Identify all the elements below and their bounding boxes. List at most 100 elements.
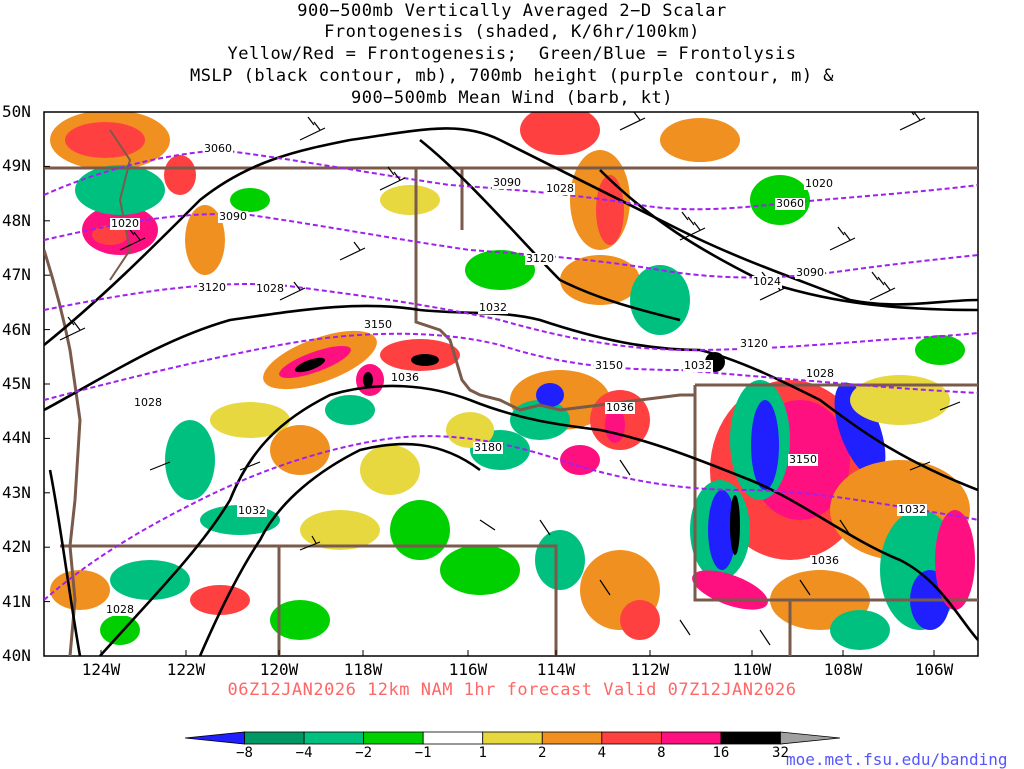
latitude-label: 50N xyxy=(2,102,31,121)
height-contour-label: 3150 xyxy=(363,318,393,331)
height-contour-label: 3120 xyxy=(739,337,769,350)
pressure-contour-label: 1028 xyxy=(133,396,163,409)
latitude-label: 49N xyxy=(2,156,31,176)
frontogenesis-area xyxy=(730,495,740,555)
height-contour-label: 3150 xyxy=(788,453,818,466)
colorbar-segment xyxy=(660,731,722,745)
frontolysis-area xyxy=(230,188,270,212)
frontogenesis-shading xyxy=(50,112,975,650)
frontogenesis-area xyxy=(164,155,196,195)
colorbar-segment xyxy=(303,731,365,745)
frontogenesis-area xyxy=(596,175,624,245)
valid-time-footer: 06Z12JAN2026 12km NAM 1hr forecast Valid… xyxy=(227,680,797,700)
mslp-contours xyxy=(44,127,978,656)
colorbar-tick-label: 2 xyxy=(538,745,547,761)
pressure-contour-label: 1032 xyxy=(683,359,713,372)
state-borders xyxy=(44,129,978,656)
colorbar-tick-label: 32 xyxy=(772,745,789,761)
frontogenesis-area xyxy=(620,600,660,640)
longitude-label: 120W xyxy=(259,660,299,679)
frontolysis-area xyxy=(440,545,520,595)
frontolysis-area xyxy=(830,610,890,650)
title-line-1: 900−500mb Vertically Averaged 2−D Scalar xyxy=(297,1,727,21)
frontolysis-area xyxy=(465,250,535,290)
height-contour-label: 3060 xyxy=(775,197,805,210)
latitude-label: 47N xyxy=(2,265,31,285)
credit-link[interactable]: moe.met.fsu.edu/banding xyxy=(786,750,1008,769)
colorbar-tick-label: −1 xyxy=(414,745,432,761)
latitude-label: 43N xyxy=(2,482,31,502)
frontogenesis-area xyxy=(411,354,439,366)
frontogenesis-area xyxy=(850,375,950,425)
pressure-contour-label: 1028 xyxy=(545,182,575,195)
colorbar-segment xyxy=(184,731,245,745)
frontolysis-area xyxy=(751,400,779,490)
axis-ticks xyxy=(44,111,935,657)
frontolysis-area xyxy=(708,490,736,570)
frontogenesis-area xyxy=(185,205,225,275)
frontogenesis-area xyxy=(300,510,380,550)
colorbar-segment xyxy=(363,731,424,745)
frontolysis-area xyxy=(915,335,965,365)
frontogenesis-area xyxy=(210,402,290,438)
latitude-label: 46N xyxy=(2,319,31,339)
longitude-label: 110W xyxy=(732,660,772,679)
height-contour-label: 3090 xyxy=(492,176,522,189)
colorbar-tick-label: 4 xyxy=(597,745,607,761)
frontogenesis-area xyxy=(65,122,145,158)
frontogenesis-area xyxy=(92,225,128,245)
latitude-label: 40N xyxy=(2,646,31,665)
frontogenesis-area xyxy=(935,510,975,610)
longitude-label: 118W xyxy=(343,660,383,679)
pressure-contour-label: 1028 xyxy=(105,603,135,616)
longitude-label: 112W xyxy=(630,660,670,679)
title-line-4: MSLP (black contour, mb), 700mb height (… xyxy=(189,66,835,86)
frontolysis-area xyxy=(325,395,375,425)
colorbar xyxy=(184,731,841,745)
latitude-label: 44N xyxy=(2,428,31,448)
colorbar-segment xyxy=(780,731,841,745)
height-contour-label: 3060 xyxy=(203,142,233,155)
frontolysis-area xyxy=(535,530,585,590)
height-contour-label: 3120 xyxy=(197,281,227,294)
height-contour-label: 3180 xyxy=(473,441,503,454)
frontogenesis-area xyxy=(190,585,250,615)
colorbar-tick-label: −8 xyxy=(236,745,253,761)
title-line-3: Yellow/Red = Frontogenesis; Green/Blue =… xyxy=(227,44,797,64)
frontogenesis-area xyxy=(294,357,326,373)
latitude-label: 41N xyxy=(2,591,31,611)
pressure-contour-label: 1028 xyxy=(255,282,285,295)
frontogenesis-area xyxy=(360,445,420,495)
frontolysis-area xyxy=(75,165,165,215)
longitude-label: 116W xyxy=(448,660,488,679)
pressure-contour-label: 1032 xyxy=(478,301,508,314)
longitude-label: 108W xyxy=(823,660,863,679)
colorbar-segment xyxy=(601,731,662,745)
frontolysis-area xyxy=(165,420,215,500)
colorbar-tick-label: −4 xyxy=(295,745,313,761)
pressure-contour-label: 1036 xyxy=(605,401,635,414)
frontogenesis-area xyxy=(520,112,600,155)
latitude-label: 45N xyxy=(2,374,31,393)
frontogenesis-area xyxy=(446,412,494,448)
colorbar-segment xyxy=(541,731,603,745)
height-contour-label: 3090 xyxy=(218,210,248,223)
pressure-contour-label: 1032 xyxy=(237,504,267,517)
longitude-label: 122W xyxy=(166,660,206,679)
frontogenesis-area xyxy=(363,372,373,388)
pressure-contour-label: 1036 xyxy=(810,554,840,567)
pressure-contour-label: 1032 xyxy=(897,503,927,516)
height-contour-label: 3120 xyxy=(525,252,555,265)
pressure-contour-label: 1036 xyxy=(390,371,420,384)
frontolysis-area xyxy=(270,600,330,640)
colorbar-tick-label: 16 xyxy=(712,745,730,761)
title-line-2: Frontogenesis (shaded, K/6hr/100km) xyxy=(324,22,700,42)
frontogenesis-area xyxy=(660,118,740,162)
frontolysis-area xyxy=(536,383,564,407)
colorbar-segment xyxy=(422,731,484,745)
frontogenesis-area xyxy=(560,445,600,475)
frontolysis-area xyxy=(630,265,690,335)
longitude-label: 124W xyxy=(81,660,121,679)
frontolysis-area xyxy=(110,560,190,600)
